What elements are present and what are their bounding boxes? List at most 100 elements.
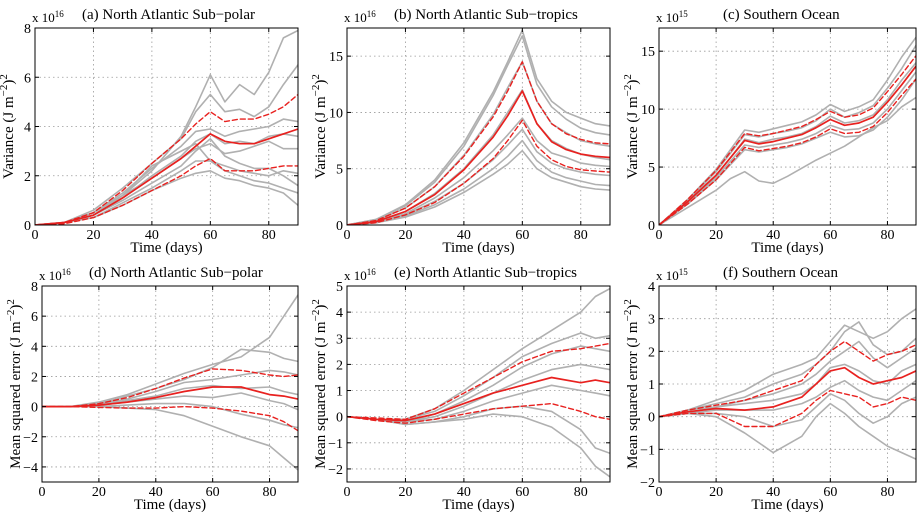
series-line-ensemble-2	[347, 35, 610, 225]
y-tick-label: −1	[328, 437, 343, 452]
series-line-ensemble-3	[347, 345, 610, 423]
scale-factor-base: x 10	[656, 10, 679, 25]
y-tick-label: 4	[31, 340, 38, 355]
x-tick-label: 60	[515, 228, 529, 243]
y-axis-label: Mean squared error (J m−2)2	[622, 299, 641, 469]
y-axis-label-sup1: −2	[310, 85, 322, 97]
x-axis-label: Time (days)	[442, 497, 514, 512]
chart-title: (b) North Atlantic Sub−tropics	[394, 7, 578, 23]
series-line-spread-9	[659, 78, 916, 225]
chart-title: (a) North Atlantic Sub−polar	[82, 7, 255, 23]
series-group	[42, 294, 298, 471]
series-line-spread-10	[347, 402, 610, 424]
scale-factor-exponent: 16	[367, 267, 377, 277]
y-axis-label-sup2: 2	[622, 74, 634, 80]
y-tick-label: 5	[336, 280, 343, 295]
y-tick-label: 15	[329, 50, 343, 65]
x-axis-label: Time (days)	[751, 240, 823, 256]
y-tick-label: −1	[640, 443, 655, 458]
series-line-ensemble-6	[659, 393, 916, 428]
series-line-ensemble-3	[347, 61, 610, 225]
x-tick-label: 60	[515, 485, 529, 500]
series-line-ensemble-6	[659, 96, 916, 225]
y-axis-label-text: Variance (J m	[313, 96, 329, 179]
series-line-ensemble-7	[42, 405, 298, 471]
x-axis-label: Time (days)	[442, 240, 514, 256]
x-axis-label: Time (days)	[751, 497, 823, 512]
series-line-mean-7	[659, 65, 916, 225]
x-axis-label: Time (days)	[130, 240, 202, 256]
series-line-mean-9	[347, 90, 610, 225]
y-tick-label: 4	[336, 306, 343, 321]
y-axis-label-close: )	[625, 80, 641, 85]
series-line-spread-11	[347, 119, 610, 225]
y-tick-label: −2	[640, 476, 655, 491]
series-line-mean-8	[659, 366, 916, 418]
series-line-ensemble-1	[42, 294, 298, 408]
series-line-spread-12	[35, 157, 298, 225]
x-tick-label: 0	[344, 228, 351, 243]
series-line-ensemble-7	[659, 402, 916, 460]
y-tick-label: 6	[24, 71, 31, 86]
series-line-ensemble-4	[347, 89, 610, 225]
x-tick-label: 20	[86, 228, 100, 243]
y-tick-label: 0	[31, 401, 38, 416]
y-axis-label-sup1: −2	[622, 85, 634, 97]
x-tick-label: 0	[32, 228, 39, 243]
series-line-ensemble-6	[347, 405, 610, 455]
chart-panel-d: 0 20 40 60 80 −4 −2 0 2 4 6 8 Time (days) Mean square…	[5, 265, 299, 512]
x-tick-label: 20	[398, 228, 412, 243]
x-tick-label: 40	[457, 485, 471, 500]
series-line-spread-9	[347, 342, 610, 420]
y-axis-label: Variance (J m−2)2	[0, 74, 17, 179]
x-tick-label: 40	[766, 485, 780, 500]
y-tick-label: 5	[648, 161, 655, 176]
chart-title: (c) Southern Ocean	[723, 7, 840, 23]
x-tick-label: 0	[656, 228, 663, 243]
scale-factor: x 1016	[344, 267, 376, 283]
series-line-spread-8	[659, 55, 916, 225]
y-tick-label: 3	[336, 332, 343, 347]
chart-title: (d) North Atlantic Sub−polar	[89, 265, 263, 281]
x-tick-label: 0	[39, 485, 46, 500]
y-tick-label: 6	[31, 310, 38, 325]
x-tick-label: 80	[574, 485, 588, 500]
scale-factor-base: x 10	[656, 268, 679, 283]
y-axis-label: Variance (J m−2)2	[310, 74, 329, 179]
y-axis-label: Mean squared error (J m−2)2	[310, 299, 329, 469]
y-axis-label-close: )	[1, 80, 17, 85]
scale-factor-exponent: 16	[62, 267, 72, 277]
y-axis-label-sup2: 2	[310, 74, 322, 80]
x-tick-label: 80	[880, 228, 894, 243]
series-line-ensemble-5	[347, 117, 610, 225]
x-tick-label: 40	[149, 485, 163, 500]
scale-factor-base: x 10	[32, 10, 55, 25]
series-line-ensemble-3	[35, 118, 298, 225]
chart-panel-b: 0 20 40 60 80 0 5 10 15 Time (days) Variance (J m−…	[310, 7, 611, 256]
y-tick-label: 0	[336, 411, 343, 426]
series-line-ensemble-7	[347, 139, 610, 225]
x-tick-label: 60	[823, 228, 837, 243]
series-line-spread-9	[42, 368, 298, 408]
x-tick-label: 40	[457, 228, 471, 243]
y-tick-label: −2	[23, 431, 38, 446]
y-tick-label: 15	[641, 45, 655, 60]
scale-factor: x 1015	[656, 9, 688, 25]
series-line-ensemble-5	[347, 384, 610, 423]
y-tick-label: 0	[648, 411, 655, 426]
y-axis-label-text: Variance (J m	[1, 96, 17, 179]
y-axis-label-sup2: 2	[5, 299, 17, 305]
x-tick-label: 0	[656, 485, 663, 500]
scale-factor: x 1016	[39, 267, 71, 283]
chart-panel-c: 0 20 40 60 80 0 5 10 15 Time (days) Variance (J m−…	[622, 7, 917, 256]
x-tick-label: 0	[344, 485, 351, 500]
y-axis-label: Mean squared error (J m−2)2	[5, 299, 24, 469]
y-tick-label: 2	[31, 370, 38, 385]
series-line-spread-10	[659, 389, 916, 428]
series-line-ensemble-1	[659, 36, 916, 225]
scale-factor-exponent: 15	[679, 267, 689, 277]
series-line-ensemble-4	[659, 363, 916, 418]
series-line-mean-10	[35, 128, 298, 225]
y-axis-label-text: Variance (J m	[625, 96, 641, 179]
